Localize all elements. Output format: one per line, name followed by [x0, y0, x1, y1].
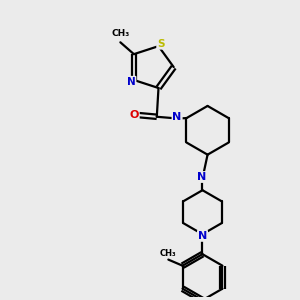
Text: N: N	[198, 231, 207, 241]
Text: S: S	[157, 39, 165, 49]
Text: N: N	[172, 112, 182, 122]
Text: O: O	[129, 110, 139, 120]
Text: CH₃: CH₃	[160, 249, 177, 258]
Text: N: N	[197, 172, 206, 182]
Text: CH₃: CH₃	[111, 29, 130, 38]
Text: N: N	[127, 77, 136, 87]
